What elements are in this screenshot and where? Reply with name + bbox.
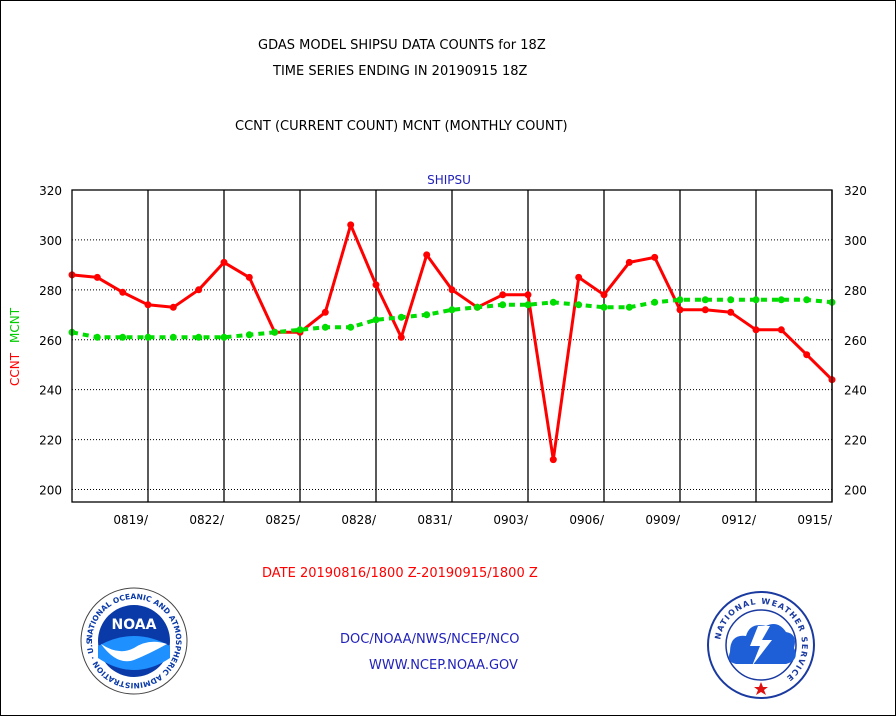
x-tick-label: 0906/: [569, 513, 605, 527]
data-point-mcnt: [473, 303, 481, 311]
grid: [72, 190, 833, 502]
data-point-mcnt: [372, 316, 380, 324]
data-point-ccnt: [676, 306, 684, 314]
data-point-ccnt: [727, 308, 735, 316]
y-tick-label-left: 280: [39, 284, 62, 298]
x-tick-label: 0822/: [189, 513, 225, 527]
y-tick-label-left: 240: [39, 384, 62, 398]
data-point-ccnt: [169, 303, 177, 311]
noaa-logo[interactable]: NOAA NATIONAL OCEANIC AND ATMOSPHERIC AD…: [79, 586, 189, 696]
y-tick-label-right: 300: [844, 234, 867, 248]
y-tick-label-right: 220: [844, 434, 867, 448]
data-point-ccnt: [93, 273, 101, 281]
data-point-mcnt: [777, 296, 785, 304]
data-point-ccnt: [524, 291, 532, 299]
axes: 200 200 220 220 240 240 260 260 280 280 300 300 320 3…: [39, 184, 867, 527]
data-point-ccnt: [423, 251, 431, 259]
x-tick-label: 0909/: [645, 513, 681, 527]
data-point-mcnt: [220, 333, 228, 341]
y-tick-label-right: 280: [844, 284, 867, 298]
data-point-mcnt: [144, 333, 152, 341]
data-point-mcnt: [93, 333, 101, 341]
data-point-mcnt: [423, 311, 431, 319]
data-point-ccnt: [752, 326, 760, 334]
data-point-mcnt: [676, 296, 684, 304]
data-point-ccnt: [220, 258, 228, 266]
data-point-mcnt: [803, 296, 811, 304]
website-link[interactable]: WWW.NCEP.NOAA.GOV: [369, 658, 518, 673]
data-point-mcnt: [701, 296, 709, 304]
data-point-ccnt: [245, 273, 253, 281]
data-point-ccnt: [448, 286, 456, 294]
data-point-ccnt: [347, 221, 355, 229]
x-tick-label: 0831/: [417, 513, 453, 527]
data-point-mcnt: [321, 323, 329, 331]
data-point-mcnt: [397, 313, 405, 321]
data-point-mcnt: [448, 306, 456, 314]
y-tick-label-left: 220: [39, 434, 62, 448]
agency-link[interactable]: DOC/NOAA/NWS/NCEP/NCO: [340, 632, 520, 647]
data-point-ccnt: [397, 333, 405, 341]
data-point-mcnt: [119, 333, 127, 341]
x-tick-label: 0828/: [341, 513, 377, 527]
data-point-ccnt: [600, 291, 608, 299]
chart-title-line1: GDAS MODEL SHIPSU DATA COUNTS for 18Z: [258, 38, 546, 53]
y-tick-label-left: 320: [39, 184, 62, 198]
data-point-ccnt: [144, 301, 152, 309]
nws-logo[interactable]: NATIONAL WEATHER SERVICE: [706, 590, 816, 700]
data-point-mcnt: [347, 323, 355, 331]
y-tick-label-right: 200: [844, 484, 867, 498]
data-point-mcnt: [625, 303, 633, 311]
data-point-ccnt: [321, 308, 329, 316]
data-point-mcnt: [296, 326, 304, 334]
y-axis-label-mcnt: MCNT: [8, 307, 22, 343]
y-tick-label-right: 240: [844, 384, 867, 398]
data-point-mcnt: [600, 303, 608, 311]
y-axis-label-ccnt: CCNT: [8, 352, 22, 386]
x-tick-label: 0903/: [493, 513, 529, 527]
svg-text:NOAA: NOAA: [112, 617, 157, 633]
data-point-mcnt: [727, 296, 735, 304]
data-point-ccnt: [625, 258, 633, 266]
y-tick-label-left: 260: [39, 334, 62, 348]
data-point-ccnt: [575, 273, 583, 281]
data-point-mcnt: [524, 301, 532, 309]
y-tick-label-right: 320: [844, 184, 867, 198]
x-tick-label: 0915/: [797, 513, 833, 527]
data-point-ccnt: [803, 351, 811, 359]
x-tick-label: 0912/: [721, 513, 757, 527]
data-point-mcnt: [271, 328, 279, 336]
data-point-mcnt: [651, 298, 659, 306]
data-point-ccnt: [119, 288, 127, 296]
data-point-ccnt: [499, 291, 507, 299]
data-point-mcnt: [752, 296, 760, 304]
data-point-ccnt: [651, 253, 659, 261]
data-point-mcnt: [195, 333, 203, 341]
y-tick-label-left: 200: [39, 484, 62, 498]
data-point-ccnt: [195, 286, 203, 294]
chart-subtitle: CCNT (CURRENT COUNT) MCNT (MONTHLY COUNT…: [235, 119, 568, 134]
data-point-mcnt: [169, 333, 177, 341]
data-point-mcnt: [245, 331, 253, 339]
data-point-ccnt: [777, 326, 785, 334]
data-point-mcnt: [549, 298, 557, 306]
x-tick-label: 0819/: [113, 513, 149, 527]
y-tick-label-right: 260: [844, 334, 867, 348]
date-range-label: DATE 20190816/1800 Z-20190915/1800 Z: [262, 566, 538, 581]
data-point-ccnt: [549, 456, 557, 464]
y-tick-label-left: 300: [39, 234, 62, 248]
data-point-mcnt: [575, 301, 583, 309]
x-tick-label: 0825/: [265, 513, 301, 527]
plot-border: [71, 189, 833, 503]
data-point-mcnt: [499, 301, 507, 309]
data-point-ccnt: [372, 281, 380, 289]
chart-title-line2: TIME SERIES ENDING IN 20190915 18Z: [273, 64, 528, 79]
data-point-ccnt: [701, 306, 709, 314]
panel-title: SHIPSU: [427, 173, 471, 187]
